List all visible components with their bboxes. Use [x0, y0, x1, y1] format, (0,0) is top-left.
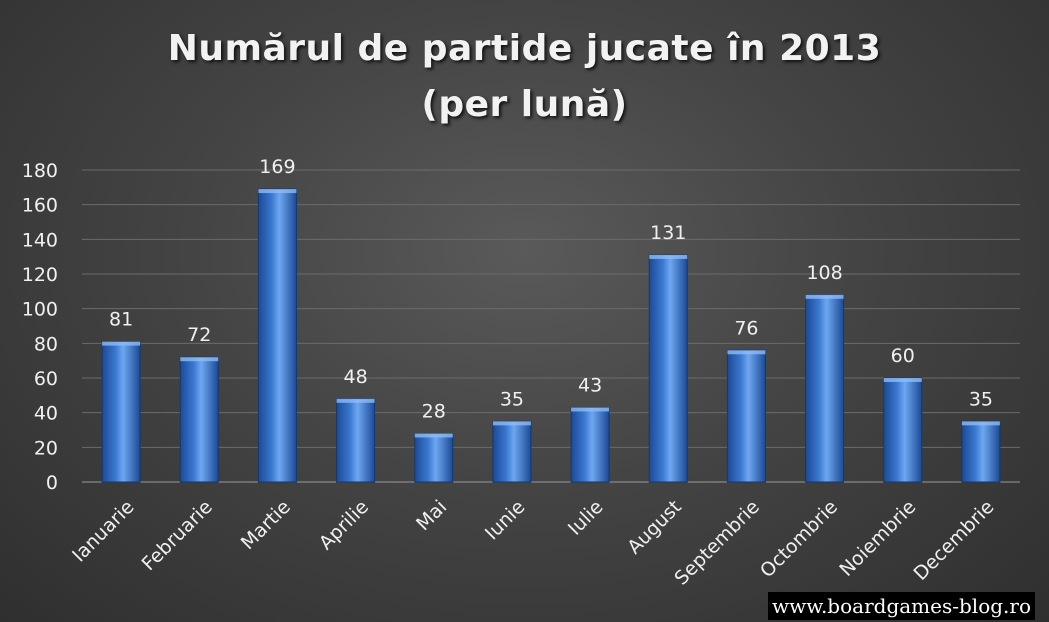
- x-tick-label: Aprilie: [315, 496, 373, 554]
- x-tick-label: Ianuarie: [68, 496, 139, 567]
- bar-highlight: [805, 294, 844, 299]
- data-label: 108: [806, 262, 842, 284]
- data-label: 43: [578, 374, 602, 396]
- bar-highlight: [883, 378, 922, 382]
- bar-highlight: [571, 407, 610, 412]
- watermark: www.boardgames-blog.ro: [767, 592, 1035, 620]
- y-tick-label: 180: [22, 160, 58, 182]
- y-tick-label: 60: [34, 368, 58, 390]
- data-label: 169: [259, 156, 295, 178]
- bar: [492, 420, 532, 483]
- bar: [648, 254, 688, 483]
- bar: [726, 349, 766, 483]
- y-tick-label: 0: [46, 472, 58, 494]
- bar-highlight: [414, 433, 453, 438]
- y-tick-label: 160: [22, 195, 58, 217]
- bar-highlight: [649, 254, 688, 259]
- x-tick-label: Martie: [237, 496, 295, 554]
- x-tick-label: Mai: [412, 496, 451, 535]
- x-tick-label: Iunie: [481, 496, 530, 545]
- data-label: 28: [422, 400, 446, 422]
- data-label: 76: [734, 317, 758, 339]
- bar: [336, 398, 376, 483]
- bar: [961, 420, 1001, 483]
- x-tick-label: Iulie: [564, 496, 608, 540]
- bar: [101, 341, 141, 483]
- bar: [805, 294, 845, 483]
- bar-highlight: [727, 350, 766, 355]
- bar-highlight: [336, 398, 375, 403]
- y-tick-label: 20: [34, 437, 58, 459]
- data-label: 48: [343, 366, 367, 388]
- bar-highlight: [258, 189, 297, 194]
- bar-highlight: [961, 421, 1000, 426]
- data-label: 35: [969, 388, 993, 410]
- data-label: 60: [891, 345, 915, 367]
- bar: [257, 188, 297, 483]
- bar: [179, 356, 219, 483]
- x-tick-label: Octombrie: [756, 496, 842, 582]
- x-tick-label: Decembrie: [909, 496, 998, 585]
- bar-highlight: [492, 421, 531, 426]
- data-label: 35: [500, 388, 524, 410]
- bar-highlight: [102, 341, 141, 346]
- x-tick-label: Septembrie: [670, 496, 764, 590]
- x-tick-label: Noiembrie: [835, 496, 920, 581]
- y-tick-label: 100: [22, 299, 58, 321]
- data-label: 81: [109, 309, 133, 331]
- data-label: 131: [650, 222, 686, 244]
- y-tick-label: 40: [34, 403, 58, 425]
- y-tick-label: 140: [22, 229, 58, 251]
- bar: [883, 377, 923, 483]
- bar-highlight: [180, 357, 219, 362]
- y-tick-label: 120: [22, 264, 58, 286]
- bar: [570, 406, 610, 483]
- chart-title-line2: (per lună): [421, 84, 628, 125]
- y-tick-label: 80: [34, 333, 58, 355]
- x-tick-label: Februarie: [138, 496, 217, 575]
- chart-title-line1: Numărul de partide jucate în 2013: [167, 28, 882, 69]
- x-tick-label: August: [623, 496, 686, 559]
- bar: [414, 432, 454, 483]
- data-label: 72: [187, 324, 211, 346]
